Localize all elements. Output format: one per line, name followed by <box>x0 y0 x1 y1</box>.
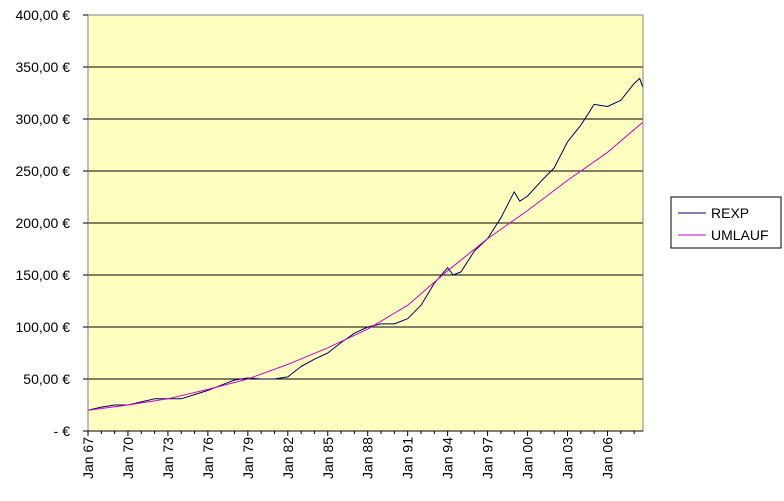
x-tick-label: Jan 82 <box>280 437 296 479</box>
y-tick-label: 150,00 € <box>16 267 71 283</box>
x-tick-label: Jan 06 <box>599 437 615 479</box>
x-axis: Jan 67 Jan 70 Jan 73 Jan 76 Jan 79 Jan 82 Jan … <box>80 431 635 479</box>
x-tick-label: Jan 00 <box>520 437 536 479</box>
y-tick-label: 50,00 € <box>23 371 70 387</box>
x-tick-label: Jan 67 <box>80 437 96 479</box>
x-tick-label: Jan 03 <box>560 437 576 479</box>
legend-label: REXP <box>711 205 749 221</box>
series-layer <box>87 77 644 411</box>
series-line-rexp <box>87 77 644 411</box>
y-tick-label: 250,00 € <box>16 163 71 179</box>
series-line-umlauf <box>87 121 644 411</box>
legend-label: UMLAUF <box>711 227 769 243</box>
x-tick-label: Jan 70 <box>120 437 136 479</box>
y-axis: 400,00 € 350,00 € 300,00 € 250,00 € 200,00 €… <box>16 7 88 439</box>
y-tick-label: 350,00 € <box>16 59 71 75</box>
legend: REXP UMLAUF <box>670 196 782 249</box>
x-tick-label: Jan 79 <box>240 437 256 479</box>
x-tick-label: Jan 88 <box>360 437 376 479</box>
y-tick-label: 200,00 € <box>16 215 71 231</box>
x-tick-label: Jan 91 <box>400 437 416 479</box>
y-tick-label: 400,00 € <box>16 7 71 23</box>
x-tick-label: Jan 76 <box>200 437 216 479</box>
y-tick-label: - € <box>54 423 71 439</box>
legend-box <box>670 196 782 249</box>
x-tick-label: Jan 85 <box>320 437 336 479</box>
y-tick-label: 100,00 € <box>16 319 71 335</box>
x-tick-label: Jan 73 <box>160 437 176 479</box>
x-tick-label: Jan 97 <box>480 437 496 479</box>
y-tick-label: 300,00 € <box>16 111 71 127</box>
x-tick-label: Jan 94 <box>440 437 456 479</box>
